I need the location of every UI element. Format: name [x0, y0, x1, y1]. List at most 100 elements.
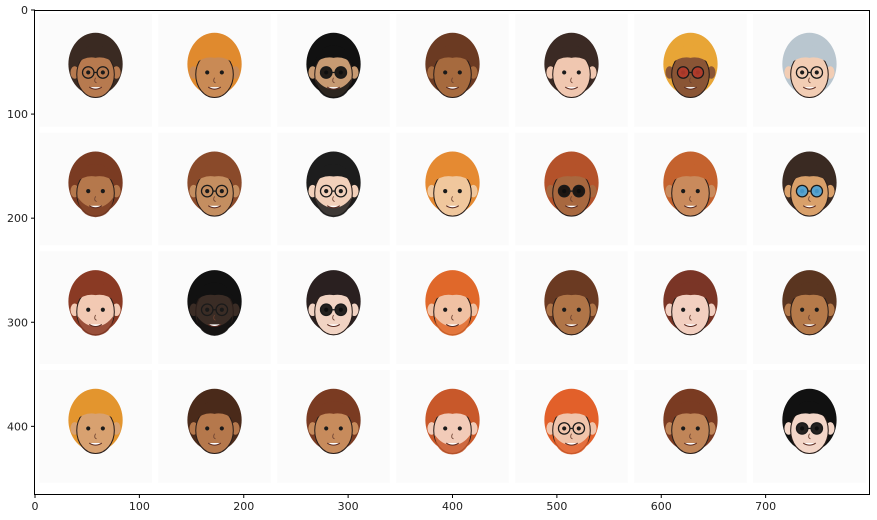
glasses-lens	[215, 184, 229, 198]
glasses-lens	[96, 66, 110, 79]
hair-fringe	[789, 163, 830, 183]
hair-fringe	[789, 45, 830, 65]
hair-fringe	[789, 401, 830, 421]
nose	[213, 314, 216, 321]
glasses-lens	[200, 184, 214, 198]
eye	[100, 70, 105, 75]
beard	[434, 316, 471, 336]
y-tick-label: 300	[7, 316, 28, 329]
eye	[338, 189, 343, 194]
eye	[219, 189, 224, 194]
mouth	[326, 205, 341, 209]
face-tile	[396, 132, 509, 246]
mouth	[88, 442, 103, 446]
nose	[808, 314, 811, 321]
hair-fringe	[194, 163, 235, 183]
eye	[100, 307, 105, 312]
eye	[443, 426, 448, 431]
face-tile	[277, 132, 390, 246]
glasses-lens	[810, 184, 824, 198]
glasses-lens	[200, 303, 214, 317]
eye	[219, 307, 224, 312]
face-tile	[515, 369, 628, 483]
face-tile	[753, 369, 866, 483]
nose	[94, 77, 97, 84]
glasses-lens	[810, 422, 824, 435]
glasses-lens	[319, 303, 333, 317]
eye	[695, 426, 700, 431]
x-tick-label: 100	[129, 500, 150, 513]
nose	[689, 433, 692, 440]
mouth	[802, 442, 817, 446]
hair-fringe	[313, 45, 354, 65]
mouth	[326, 442, 341, 446]
x-tick-label: 200	[233, 500, 254, 513]
eye	[443, 307, 448, 312]
hair-fringe	[194, 401, 235, 421]
hair-fringe	[75, 163, 116, 183]
mouth	[564, 205, 579, 209]
hair-fringe	[551, 401, 592, 421]
eye	[814, 307, 819, 312]
eye	[800, 307, 805, 312]
eye	[800, 70, 805, 75]
nose	[451, 77, 454, 84]
eye	[205, 189, 210, 194]
eye	[324, 426, 329, 431]
face-tile	[277, 369, 390, 483]
beard	[315, 78, 352, 99]
beard	[77, 316, 114, 336]
eye	[205, 70, 210, 75]
mouth	[802, 323, 817, 327]
mouth	[683, 442, 698, 446]
mouth	[88, 205, 103, 209]
hair-fringe	[75, 401, 116, 421]
eye	[86, 189, 91, 194]
eye	[576, 307, 581, 312]
glasses-lens	[334, 303, 348, 317]
eye	[100, 426, 105, 431]
nose	[689, 77, 692, 84]
eye	[695, 307, 700, 312]
y-tick-label: 100	[7, 108, 28, 121]
face-tile	[39, 14, 152, 127]
glasses-lens	[572, 184, 586, 198]
eye	[457, 189, 462, 194]
hair-fringe	[670, 401, 711, 421]
hair-fringe	[670, 45, 711, 65]
hair-fringe	[432, 163, 473, 183]
face-tile	[277, 14, 390, 127]
mouth	[445, 442, 460, 446]
face-tile	[158, 14, 271, 127]
eye	[681, 189, 686, 194]
beard	[553, 434, 590, 455]
mouth	[207, 86, 222, 90]
glasses-lens	[557, 184, 571, 198]
hair-fringe	[75, 282, 116, 302]
face-tile	[634, 369, 747, 483]
mouth	[88, 323, 103, 327]
eye	[562, 426, 567, 431]
face-tile	[753, 132, 866, 246]
nose	[213, 196, 216, 202]
hair-fringe	[194, 45, 235, 65]
hair-fringe	[551, 45, 592, 65]
eye	[562, 307, 567, 312]
eye	[457, 70, 462, 75]
eye	[100, 189, 105, 194]
face-tile	[158, 369, 271, 483]
hair-fringe	[789, 282, 830, 302]
nose	[213, 433, 216, 440]
mouth	[207, 442, 222, 446]
eye	[324, 189, 329, 194]
eye	[443, 70, 448, 75]
beard	[196, 316, 233, 336]
glasses-lens	[81, 66, 95, 79]
eye	[338, 426, 343, 431]
face-tile	[515, 132, 628, 246]
eye	[205, 426, 210, 431]
x-axis: 0 100 200 300 400 500 600 700	[32, 494, 776, 513]
nose	[570, 77, 573, 84]
nose	[332, 314, 335, 321]
face-tile	[753, 14, 866, 127]
